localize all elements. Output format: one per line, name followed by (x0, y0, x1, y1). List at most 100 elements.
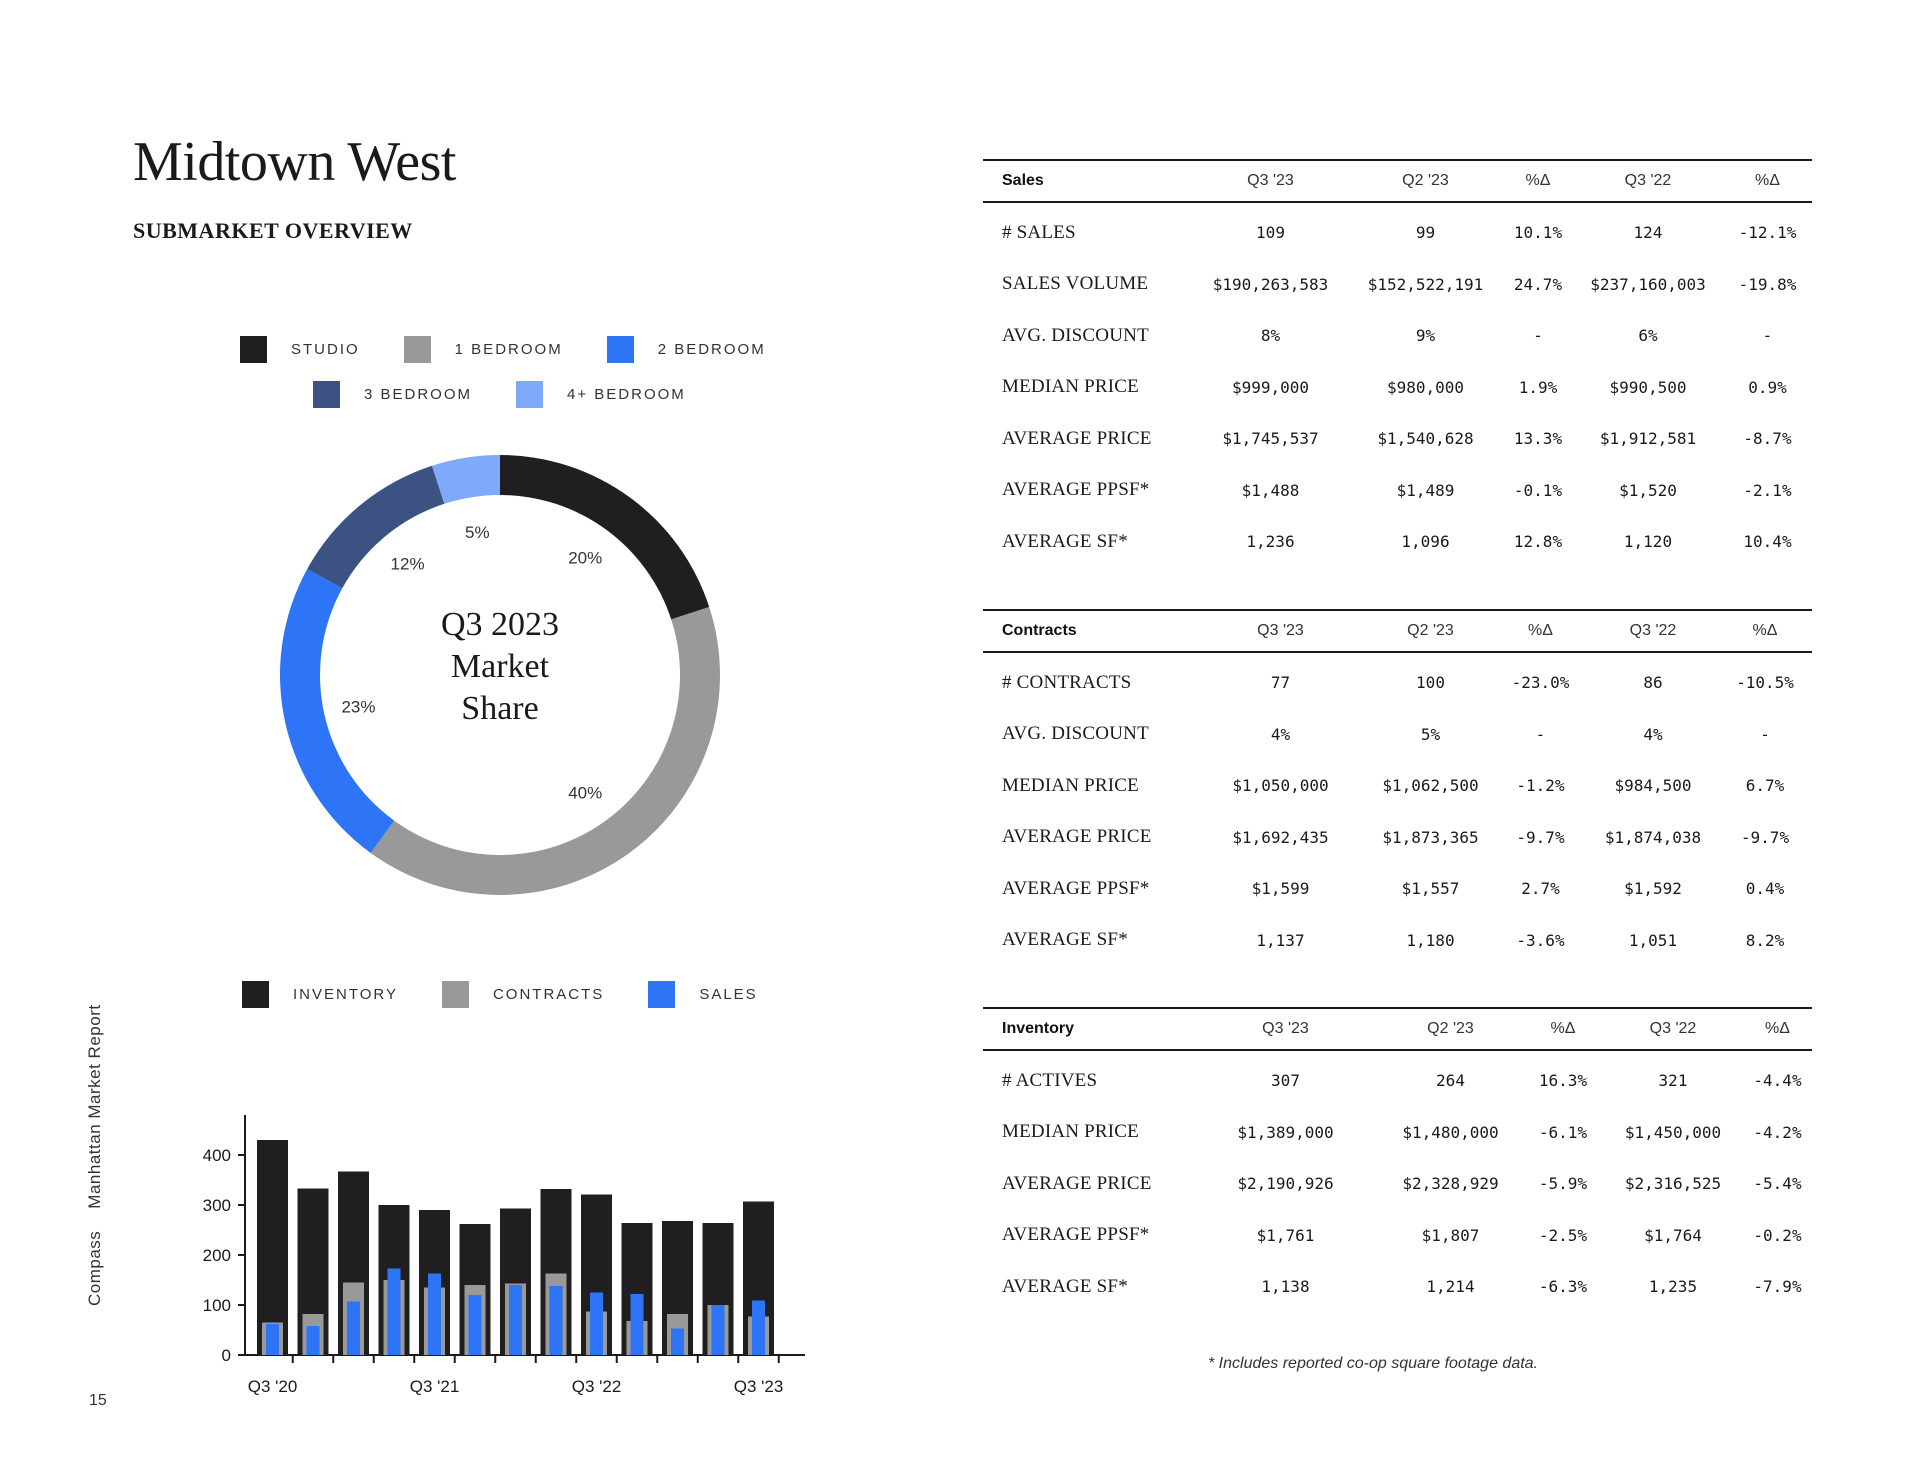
column-header: Q3 '22 (1629, 622, 1677, 639)
legend-swatch (516, 381, 544, 408)
table-cell: -7.9% (1753, 1277, 1802, 1297)
table-cell: 13.3% (1513, 429, 1563, 449)
table-row: AVERAGE PPSF* $1,599 $1,557 2.7% $1,592 0.4% (983, 863, 1812, 915)
table-cell: 6% (1638, 326, 1658, 346)
column-header: Q3 '22 (1624, 172, 1672, 189)
table-cell: $1,520 (1619, 480, 1677, 500)
row-label: # CONTRACTS (1002, 671, 1132, 693)
table-cell: -9.7% (1740, 827, 1790, 847)
sales-bar (347, 1301, 360, 1355)
y-tick-label: 400 (203, 1146, 231, 1165)
table-cell: 1,214 (1426, 1277, 1475, 1297)
table-cell: 1,051 (1628, 930, 1678, 950)
x-tick-label: Q3 '23 (734, 1377, 784, 1396)
sales-bar (387, 1268, 401, 1355)
table-cell: 99 (1415, 223, 1436, 243)
table-cell: -12.1% (1738, 223, 1797, 243)
table-row: AVERAGE PRICE $1,745,537 $1,540,628 13.3% $1… (983, 413, 1812, 465)
table-cell: $2,328,929 (1402, 1174, 1499, 1194)
table-cell: -19.8% (1738, 274, 1797, 294)
x-tick-label: Q3 '21 (410, 1377, 460, 1396)
table-cell: -9.7% (1516, 827, 1565, 847)
table-cell: 1,138 (1261, 1277, 1310, 1297)
donut-legend: STUDIO 1 BEDROOM 2 BEDROOM (240, 336, 810, 363)
table-cell: $190,263,583 (1212, 274, 1329, 294)
table-cell: 1,120 (1623, 532, 1673, 552)
sales-bar (266, 1324, 279, 1355)
table-row: AVERAGE PRICE $1,692,435 $1,873,365 -9.7% $1… (983, 812, 1812, 864)
table-cell: -2.5% (1538, 1225, 1588, 1245)
table-cell: 2.7% (1521, 879, 1560, 899)
legend-item-1-bedroom: 1 BEDROOM (403, 336, 563, 363)
table-cell: $980,000 (1386, 377, 1465, 397)
sales-bar (671, 1328, 684, 1355)
table-cell: 0.4% (1745, 879, 1785, 899)
table-cell: 109 (1256, 223, 1285, 243)
table-cell: -5.4% (1753, 1174, 1802, 1194)
table-cell: -6.1% (1538, 1122, 1588, 1142)
table-header-row: Contracts Q3 '23 Q2 '23 %Δ Q3 '22 %Δ (983, 610, 1812, 652)
contracts-table: Contracts Q3 '23 Q2 '23 %Δ Q3 '22 %Δ # C… (983, 609, 1812, 966)
legend-item-contracts: CONTRACTS (441, 981, 604, 1008)
sales-bar (752, 1300, 765, 1355)
table-cell: 1,137 (1256, 930, 1305, 950)
report-name: Manhattan Market Report (85, 1004, 104, 1209)
row-label: AVERAGE SF* (1002, 929, 1128, 951)
table-title: Sales (1002, 172, 1044, 189)
table-cell: $1,540,628 (1377, 429, 1474, 449)
table-row: AVERAGE PRICE $2,190,926 $2,328,929 -5.9% $2… (983, 1158, 1812, 1210)
table-cell: 1.9% (1518, 377, 1558, 397)
sales-bar (509, 1285, 522, 1355)
table-cell: $1,745,537 (1222, 429, 1319, 449)
table-cell: 124 (1633, 223, 1663, 243)
page-number: 15 (89, 1392, 107, 1409)
column-header: %Δ (1528, 622, 1553, 639)
table-cell: 24.7% (1513, 274, 1563, 294)
table-header-row: Inventory Q3 '23 Q2 '23 %Δ Q3 '22 %Δ (983, 1008, 1812, 1050)
table-cell: 321 (1658, 1071, 1688, 1091)
donut-legend-row-2: 3 BEDROOM 4+ BEDROOM (313, 381, 730, 408)
legend-item-3-bedroom: 3 BEDROOM (313, 381, 472, 408)
column-header: Q3 '23 (1262, 1020, 1309, 1037)
column-header: %Δ (1550, 1020, 1576, 1037)
table-cell: 8.2% (1745, 930, 1785, 950)
table-cell: - (1760, 724, 1770, 744)
sales-table: Sales Q3 '23 Q2 '23 %Δ Q3 '22 %Δ # SALES… (983, 159, 1812, 568)
legend-swatch (242, 981, 269, 1008)
table-cell: $1,489 (1396, 480, 1455, 500)
table-header-row: Sales Q3 '23 Q2 '23 %Δ Q3 '22 %Δ (983, 160, 1812, 202)
table-cell: 16.3% (1538, 1071, 1588, 1091)
sales-bar (468, 1295, 482, 1355)
page-subtitle: SUBMARKET OVERVIEW (133, 218, 413, 243)
row-label: SALES VOLUME (1002, 273, 1149, 295)
donut-slice-3-bedroom (307, 465, 445, 589)
legend-label: 2 BEDROOM (657, 341, 766, 358)
table-cell: $237,160,003 (1590, 274, 1706, 294)
column-header: Q2 '23 (1427, 1020, 1474, 1037)
table-row: SALES VOLUME $190,263,583 $152,522,191 24.7… (983, 259, 1812, 311)
y-tick-label: 300 (203, 1196, 231, 1215)
table-cell: $1,912,581 (1599, 429, 1697, 449)
donut-center-line-2: Market (451, 648, 550, 685)
table-cell: $1,488 (1241, 480, 1300, 500)
table-cell: -8.7% (1743, 429, 1792, 449)
table-cell: -4.2% (1753, 1122, 1802, 1142)
table-cell: -2.1% (1743, 480, 1792, 500)
table-cell: 307 (1271, 1071, 1300, 1091)
table-cell: $1,062,500 (1382, 776, 1479, 796)
table-cell: 4% (1270, 724, 1291, 744)
legend-label: 1 BEDROOM (454, 341, 563, 358)
table-cell: -0.2% (1753, 1225, 1802, 1245)
table-row: MEDIAN PRICE $1,050,000 $1,062,500 -1.2% $98… (983, 760, 1812, 812)
x-tick-label: Q3 '22 (572, 1377, 622, 1396)
legend-label: INVENTORY (293, 986, 398, 1003)
column-header: %Δ (1755, 172, 1780, 189)
table-row: # CONTRACTS 77 100 -23.0% 86 -10.5% (983, 652, 1812, 709)
table-cell: $2,190,926 (1237, 1174, 1334, 1194)
row-label: AVERAGE SF* (1002, 530, 1128, 552)
table-cell: $1,873,365 (1382, 827, 1479, 847)
x-tick-label: Q3 '20 (248, 1377, 298, 1396)
legend-item-studio: STUDIO (240, 336, 360, 363)
legend-item-4-plus-bedroom: 4+ BEDROOM (516, 381, 686, 408)
table-row: MEDIAN PRICE $999,000 $980,000 1.9% $990,500… (983, 362, 1812, 414)
